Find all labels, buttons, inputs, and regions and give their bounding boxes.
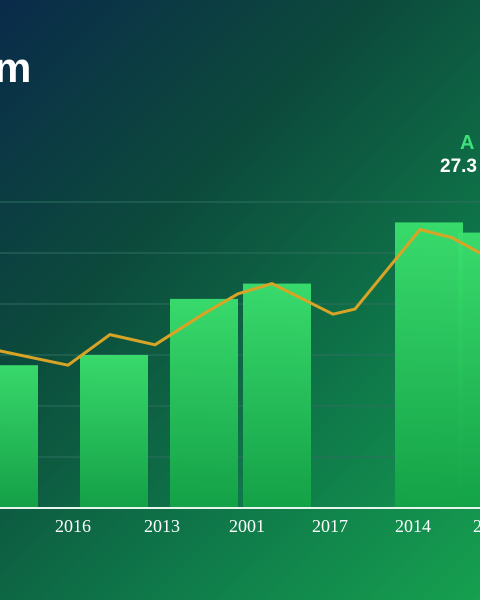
bar-series (0, 222, 480, 508)
x-tick-label: 2014 (395, 516, 431, 536)
x-tick-label: 2017 (312, 516, 348, 536)
trend-line-series (0, 228, 480, 367)
bar-2016 (80, 355, 148, 508)
chart-title: m (0, 44, 31, 91)
trend-line (0, 228, 480, 367)
x-tick-label: 2013 (144, 516, 180, 536)
x-tick-labels: 092016201320012017201420 (55, 516, 480, 536)
bar-2001 (243, 283, 311, 508)
bar-09 (0, 365, 38, 508)
x-tick-label: 2016 (55, 516, 91, 536)
bar-2013 (170, 298, 238, 508)
bar-2014 (395, 222, 463, 508)
x-tick-label: 2001 (229, 516, 265, 536)
peak-marker-glyph: A (460, 132, 475, 154)
peak-value-label: 27.3 (440, 156, 477, 177)
bar-20 (458, 232, 480, 508)
x-tick-label: 20 (473, 516, 480, 536)
